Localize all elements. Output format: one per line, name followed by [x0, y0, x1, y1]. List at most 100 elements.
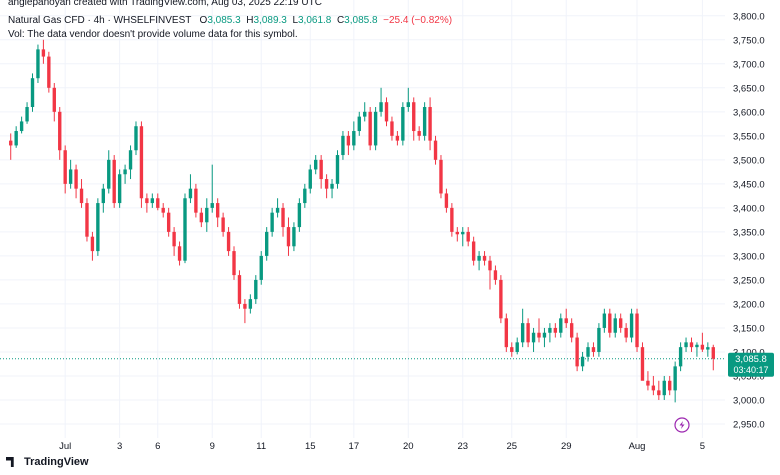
candle [63, 145, 67, 194]
candle [390, 116, 394, 141]
x-axis[interactable]: Jul 3 6 9 11 15 17 20 23 25 29 Aug 5 [59, 441, 705, 452]
candle-body [19, 121, 24, 132]
candle-body [553, 327, 558, 333]
candle [194, 183, 198, 218]
candle-body [613, 318, 617, 333]
candle-body [499, 279, 503, 319]
candle [226, 227, 231, 256]
candle-body [433, 140, 438, 160]
candle [629, 308, 634, 343]
candle [428, 97, 432, 151]
candle [346, 131, 351, 156]
candle-body [9, 140, 13, 146]
candle [232, 246, 236, 280]
x-tick-label: 29 [561, 441, 572, 452]
candle-body [477, 255, 481, 261]
candle [25, 102, 29, 124]
candle [575, 332, 579, 372]
candle-body [450, 207, 454, 232]
candle [177, 241, 182, 266]
close-value: 3,085.8 [344, 15, 378, 26]
candle-body [232, 251, 236, 276]
candle-body [123, 169, 127, 175]
candle [275, 198, 280, 218]
candle-body [673, 366, 677, 391]
candle [444, 188, 449, 213]
y-tick-label: 3,550.0 [733, 131, 765, 142]
candle [379, 87, 383, 117]
y-tick-label: 3,250.0 [733, 275, 765, 286]
candle-body [74, 169, 78, 189]
x-tick-label: 11 [256, 441, 266, 452]
candle [161, 203, 165, 218]
candle [183, 193, 187, 264]
candle [36, 44, 40, 84]
candle [156, 193, 160, 211]
candle [324, 174, 329, 199]
x-tick-label: Aug [629, 441, 646, 452]
candle-body [678, 347, 683, 367]
y-tick-label: 3,750.0 [733, 35, 765, 46]
candle-body [406, 102, 410, 108]
candle [308, 164, 312, 194]
candle-body [150, 198, 155, 204]
candle-body [591, 347, 596, 352]
candle [199, 207, 204, 228]
low-value: 3,061.8 [298, 15, 332, 26]
y-tick-label: 3,650.0 [733, 83, 765, 94]
candle-body [270, 212, 274, 232]
candle-body [390, 121, 394, 136]
candle-body [254, 279, 258, 300]
candle-body [444, 193, 449, 208]
tradingview-logo-icon [6, 457, 14, 467]
y-tick-label: 3,450.0 [733, 179, 765, 190]
candle [515, 337, 519, 355]
candles [9, 39, 715, 403]
y-tick-label: 3,800.0 [733, 11, 765, 22]
candle-body [363, 111, 367, 117]
candle [510, 342, 514, 357]
candle-body [564, 318, 568, 324]
y-tick-label: 3,300.0 [733, 251, 765, 262]
candle [341, 131, 345, 160]
candle [292, 222, 296, 252]
lightning-icon[interactable] [674, 417, 690, 433]
candle-body [439, 159, 443, 194]
y-tick-label: 3,700.0 [733, 59, 765, 70]
candle [662, 375, 666, 400]
price-tag: 3,085.8 03:40:17 [728, 352, 774, 377]
y-tick-label: 3,200.0 [733, 299, 765, 310]
candle-body [335, 155, 340, 184]
candle-body [580, 356, 585, 367]
candle-body [619, 318, 623, 328]
candle-body [629, 313, 634, 338]
candle-body [700, 344, 705, 350]
candle [30, 73, 35, 112]
candle-body [352, 131, 356, 146]
candle-body [30, 78, 35, 108]
y-tick-label: 3,400.0 [733, 203, 765, 214]
candle [134, 121, 138, 156]
tradingview-logo[interactable]: TradingView [6, 456, 89, 468]
candle [504, 313, 509, 352]
candle [319, 155, 323, 189]
candle-body [526, 323, 530, 343]
x-tick-label: 3 [117, 441, 122, 452]
candle [657, 380, 661, 400]
candle-body [684, 342, 688, 348]
candle-body [488, 260, 492, 271]
candle-body [96, 203, 100, 252]
candle [52, 83, 56, 122]
price-tag-countdown: 03:40:17 [733, 365, 768, 375]
candle [150, 193, 155, 208]
candle-body [14, 131, 18, 146]
candle-body [128, 150, 133, 170]
candle [254, 275, 258, 304]
candle [564, 308, 568, 328]
symbol-title[interactable]: Natural Gas CFD · 4h · WHSELFINVEST [8, 15, 192, 26]
candle-body [145, 198, 149, 204]
candle [586, 342, 590, 362]
candle [352, 121, 356, 151]
